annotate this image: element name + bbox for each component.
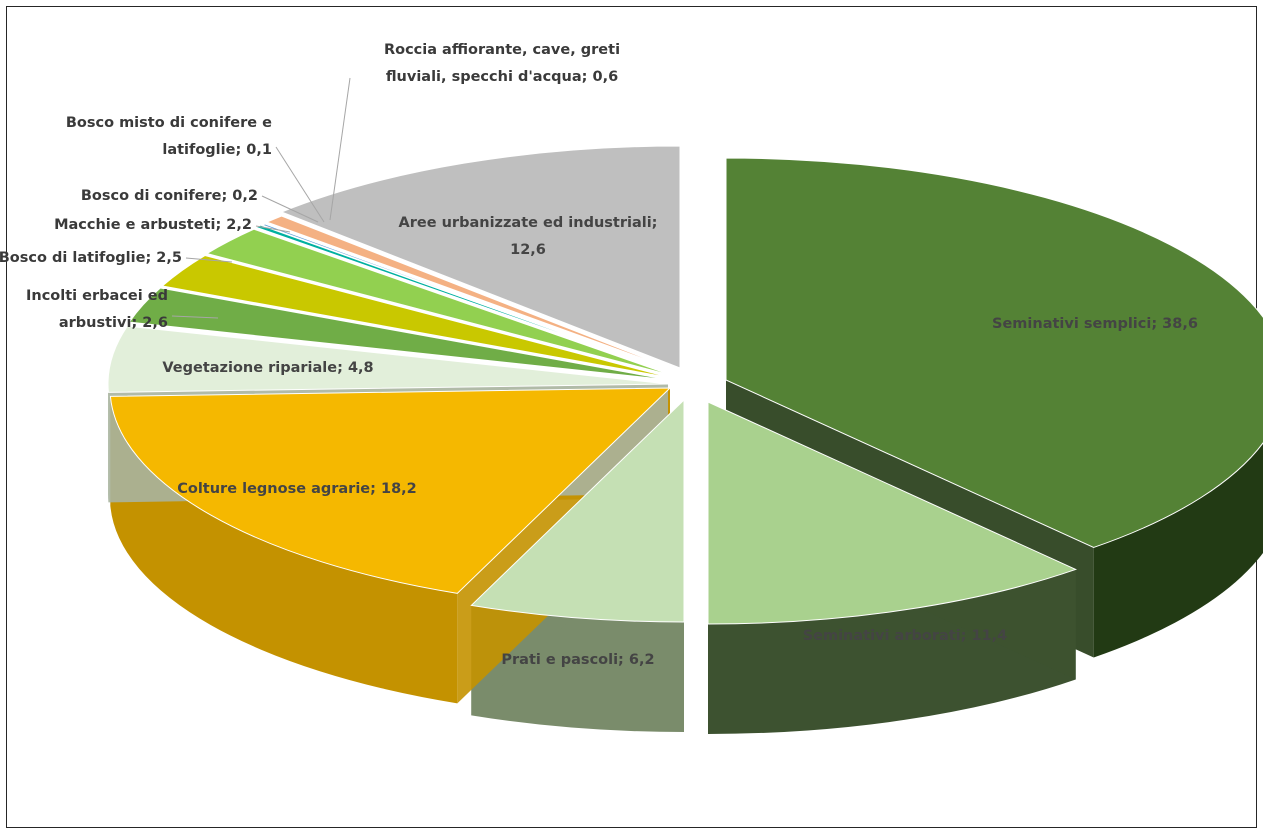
slice-label-line: Bosco di latifoglie; 2,5: [0, 250, 182, 266]
slice-label-line: arbustivi; 2,6: [59, 315, 168, 331]
slice-label-line: Roccia affiorante, cave, greti: [384, 42, 620, 58]
slice-label-line: Aree urbanizzate ed industriali;: [399, 215, 658, 231]
slice-label: Bosco misto di conifere e latifoglie; 0,1: [66, 115, 272, 158]
slice-label: Prati e pascoli; 6,2: [501, 652, 654, 668]
leader-line: [329, 77, 351, 221]
leader-line: [275, 146, 325, 223]
slice-label-line: fluviali, specchi d'acqua; 0,6: [386, 69, 618, 85]
slice-top: [470, 398, 685, 623]
slice-label-line: Macchie e arbusteti; 2,2: [54, 217, 252, 233]
slice-label-line: Vegetazione ripariale; 4,8: [162, 360, 373, 376]
slice-top: [265, 215, 681, 373]
slice-label-line: Prati e pascoli; 6,2: [501, 652, 654, 668]
slice-label-line: Incolti erbacei ed: [26, 288, 168, 304]
slice-label-line: 12,6: [510, 242, 546, 258]
slice-label: Incolti erbacei ed arbustivi; 2,6: [26, 288, 168, 331]
slice-top: [109, 387, 672, 594]
slice-label: Colture legnose agrarie; 18,2: [177, 481, 417, 497]
slice-label: Seminativi arborati; 11,4: [803, 628, 1008, 644]
slice-label: Roccia affiorante, cave, greti fluviali, …: [384, 42, 620, 85]
slice-label-line: Bosco di conifere; 0,2: [81, 188, 258, 204]
data-labels: Seminativi semplici; 38,6 Seminativi arbo…: [0, 42, 1198, 668]
slice-label-line: Colture legnose agrarie; 18,2: [177, 481, 417, 497]
slice-label: Bosco di latifoglie; 2,5: [0, 250, 182, 266]
slice-label-line: latifoglie; 0,1: [162, 142, 272, 158]
leader-line: [255, 225, 291, 233]
slice-label: Seminativi semplici; 38,6: [992, 316, 1198, 332]
pie-tops: [107, 145, 1263, 625]
slice-label: Aree urbanizzate ed industriali; 12,6: [399, 215, 658, 258]
slice-label: Bosco di conifere; 0,2: [81, 188, 258, 204]
slice-label-line: Seminativi semplici; 38,6: [992, 316, 1198, 332]
leader-line: [171, 315, 219, 319]
slice-top: [280, 145, 681, 369]
slice-top: [205, 228, 675, 377]
slice-side: [1093, 442, 1263, 658]
leader-line: [261, 195, 319, 223]
slice-top: [107, 325, 669, 393]
slice-top: [707, 401, 1078, 625]
slice-label: Vegetazione ripariale; 4,8: [162, 360, 373, 376]
slice-label-line: Bosco misto di conifere e: [66, 115, 272, 131]
slice-side: [110, 396, 458, 704]
slice-top: [725, 157, 1263, 548]
slice-top: [128, 287, 671, 381]
slice-top: [161, 254, 673, 379]
leader-lines: [171, 77, 351, 319]
slice-top: [261, 223, 679, 375]
slice-label-line: Seminativi arborati; 11,4: [803, 628, 1008, 644]
leader-line: [185, 257, 233, 263]
slice-label: Macchie e arbusteti; 2,2: [54, 217, 252, 233]
